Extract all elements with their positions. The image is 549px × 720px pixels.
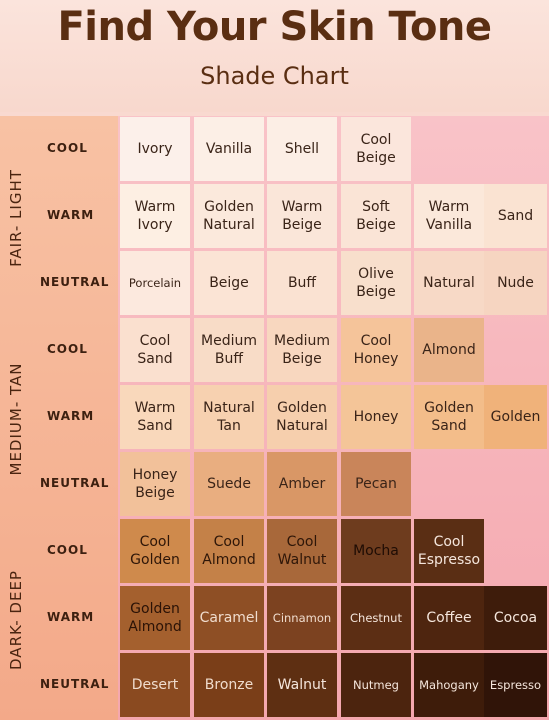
shade-swatch: Mocha	[341, 519, 411, 583]
shade-swatch: Warm Vanilla	[414, 184, 484, 248]
shade-swatch: Pecan	[341, 452, 411, 516]
undertone-sidebar	[0, 116, 118, 720]
undertone-label: WARM	[47, 610, 95, 624]
shade-swatch: Sand	[484, 184, 547, 248]
undertone-label: COOL	[47, 141, 88, 155]
shade-swatch: Mahogany	[414, 653, 484, 717]
shade-swatch: Golden Natural	[194, 184, 264, 248]
shade-swatch: Desert	[120, 653, 190, 717]
shade-swatch: Medium Beige	[267, 318, 337, 382]
shade-swatch: Golden	[484, 385, 547, 449]
shade-swatch: Bronze	[194, 653, 264, 717]
group-label: FAIR- LIGHT	[7, 168, 25, 267]
shade-swatch: Suede	[194, 452, 264, 516]
shade-swatch: Golden Almond	[120, 586, 190, 650]
shade-swatch: Nutmeg	[341, 653, 411, 717]
undertone-label: NEUTRAL	[40, 677, 110, 691]
shade-swatch: Honey	[341, 385, 411, 449]
shade-swatch: Amber	[267, 452, 337, 516]
shade-swatch: Nude	[484, 251, 547, 315]
shade-swatch: Warm Beige	[267, 184, 337, 248]
shade-swatch: Beige	[194, 251, 264, 315]
group-label: DARK- DEEP	[7, 569, 25, 670]
shade-swatch: Vanilla	[194, 117, 264, 181]
shade-swatch: Chestnut	[341, 586, 411, 650]
shade-swatch: Olive Beige	[341, 251, 411, 315]
shade-swatch: Cool Almond	[194, 519, 264, 583]
undertone-label: NEUTRAL	[40, 476, 110, 490]
undertone-label: COOL	[47, 543, 88, 557]
shade-swatch: Caramel	[194, 586, 264, 650]
shade-swatch: Ivory	[120, 117, 190, 181]
shade-swatch: Cool Golden	[120, 519, 190, 583]
shade-swatch: Almond	[414, 318, 484, 382]
shade-swatch: Natural	[414, 251, 484, 315]
shade-swatch: Warm Sand	[120, 385, 190, 449]
shade-swatch: Golden Sand	[414, 385, 484, 449]
undertone-label: WARM	[47, 208, 95, 222]
undertone-label: COOL	[47, 342, 88, 356]
shade-swatch: Cinnamon	[267, 586, 337, 650]
shade-swatch: Porcelain	[120, 251, 190, 315]
shade-swatch: Honey Beige	[120, 452, 190, 516]
shade-swatch: Walnut	[267, 653, 337, 717]
shade-swatch: Coffee	[414, 586, 484, 650]
shade-swatch: Espresso	[484, 653, 547, 717]
shade-swatch: Warm Ivory	[120, 184, 190, 248]
shade-swatch: Shell	[267, 117, 337, 181]
undertone-label: NEUTRAL	[40, 275, 110, 289]
group-label: MEDIUM- TAN	[7, 362, 25, 475]
shade-swatch: Natural Tan	[194, 385, 264, 449]
shade-swatch: Cool Beige	[341, 117, 411, 181]
shade-swatch: Medium Buff	[194, 318, 264, 382]
shade-swatch: Golden Natural	[267, 385, 337, 449]
shade-swatch: Cocoa	[484, 586, 547, 650]
shade-swatch: Cool Honey	[341, 318, 411, 382]
page-subtitle: Shade Chart	[200, 62, 349, 90]
header: Find Your Skin Tone Shade Chart	[0, 0, 549, 112]
shade-swatch: Cool Espresso	[414, 519, 484, 583]
shade-swatch: Cool Sand	[120, 318, 190, 382]
shade-swatch: Buff	[267, 251, 337, 315]
shade-swatch: Soft Beige	[341, 184, 411, 248]
undertone-label: WARM	[47, 409, 95, 423]
shade-swatch: Cool Walnut	[267, 519, 337, 583]
page-title: Find Your Skin Tone	[57, 4, 492, 50]
